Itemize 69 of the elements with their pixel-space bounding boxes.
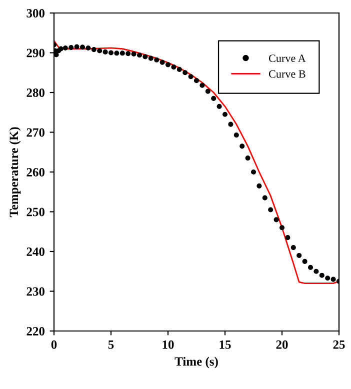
y-tick-label: 230 [26,287,44,296]
y-tick-label: 240 [26,248,44,256]
point [330,276,336,282]
point [68,45,74,50]
y-tick-label: 300 [26,9,44,18]
point [222,112,228,117]
point [97,48,102,54]
point [148,56,154,61]
point [131,51,136,56]
point [296,252,302,258]
line-series [54,40,339,284]
point [194,78,200,84]
point [171,64,176,70]
point [80,44,86,50]
point [290,244,296,250]
point [54,52,59,58]
y-tick-label: 250 [26,208,44,216]
point [182,70,188,76]
point [262,195,268,200]
point [108,50,114,56]
point [126,51,131,56]
y-tick-label: 290 [26,48,44,58]
point [102,49,108,54]
x-tick-label: 20 [276,340,288,349]
point [165,62,171,68]
x-tick-label: 15 [220,340,231,349]
y-tick-label: 260 [26,168,44,176]
x-tick-label: 25 [333,340,345,349]
point [160,60,165,65]
point [120,50,125,56]
point [74,44,80,50]
point [176,66,182,72]
point [234,132,239,138]
point [256,183,262,188]
x-tick-label: 10 [162,340,174,349]
point [200,82,205,88]
point [216,104,222,109]
y-tick-label: 280 [26,88,44,97]
point [154,57,160,62]
point [302,258,308,264]
point [319,272,324,278]
point [285,235,290,240]
legend-label: Curve B [268,70,306,78]
point [274,217,279,222]
point [268,207,274,212]
x-tick-label: 0 [51,340,57,349]
point [228,122,234,127]
point [279,225,285,230]
y-axis-title: Temperature (K) [9,127,21,218]
y-tick-label: 270 [26,128,44,137]
point [211,96,216,101]
point [188,74,194,80]
point [240,144,245,149]
point [314,268,319,274]
x-tick-label: 5 [108,340,114,349]
point [114,50,120,56]
point [136,52,142,58]
point [250,169,256,175]
point [62,45,68,51]
point [205,88,210,94]
point [142,54,148,60]
point [245,156,250,161]
y-tick-label: 220 [26,327,44,336]
point [308,264,314,270]
point [86,45,91,51]
x-axis-title: Time (s) [174,356,218,368]
point [91,47,96,52]
legend-label: Curve A [268,54,306,62]
point [325,276,330,281]
